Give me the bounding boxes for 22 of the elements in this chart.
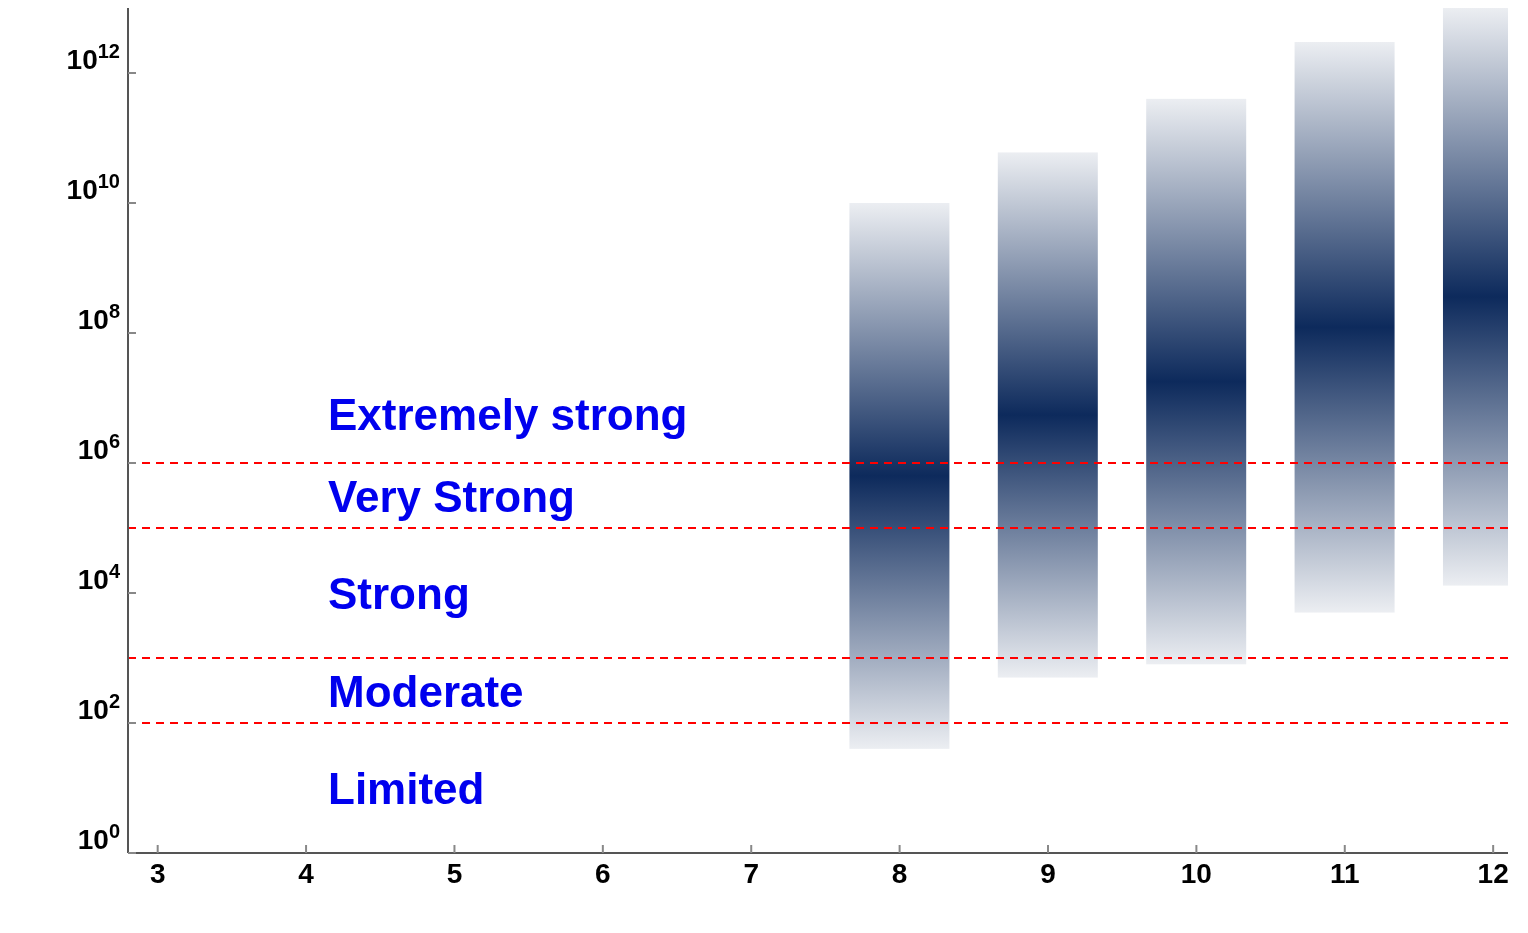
x-tick-label: 12	[1477, 858, 1509, 889]
annotation: Very Strong	[328, 471, 575, 521]
y-tick-label: 10$^{0}$	[77, 820, 120, 855]
annotation: Limited	[328, 764, 485, 813]
y-tick-label: 10$^{8}$	[77, 300, 120, 335]
x-tick-label: 8	[891, 858, 908, 889]
x-tick-label: 9	[1040, 858, 1056, 889]
y-tick-label: 10$^{2}$	[77, 690, 120, 725]
x-tick-label: 6	[595, 858, 611, 889]
y-tick-label: 10$^{10}$	[66, 170, 120, 205]
y-tick-label: 10$^{12}$	[66, 40, 120, 75]
x-tick-label: 5	[446, 858, 463, 889]
x-tick-label: 10	[1180, 858, 1212, 889]
y-tick-label: 10$^{4}$	[77, 560, 121, 595]
annotation: Extremely strong	[328, 390, 688, 440]
x-tick-label: 11	[1329, 858, 1360, 889]
x-tick-label: 3	[149, 858, 166, 889]
x-tick-label: 7	[743, 858, 760, 889]
annotation: Strong	[328, 569, 470, 618]
annotation: Moderate	[328, 666, 524, 716]
x-tick-label: 4	[298, 858, 315, 889]
y-tick-label: 10$^{6}$	[77, 430, 120, 465]
